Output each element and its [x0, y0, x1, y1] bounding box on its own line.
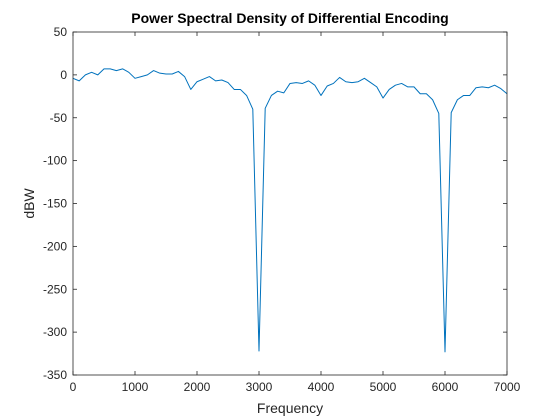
x-tick-label-4000: 4000 — [308, 380, 335, 394]
y-tick-label--350: -350 — [43, 368, 67, 382]
y-tick-label--50: -50 — [50, 111, 68, 125]
y-tick-label--200: -200 — [43, 239, 67, 253]
y-tick-label--300: -300 — [43, 325, 67, 339]
chart-title: Power Spectral Density of Differential E… — [131, 10, 448, 26]
plot-area — [73, 32, 507, 375]
x-tick-label-3000: 3000 — [246, 380, 273, 394]
x-tick-label-5000: 5000 — [370, 380, 397, 394]
x-tick-label-6000: 6000 — [432, 380, 459, 394]
x-tick-label-1000: 1000 — [122, 380, 149, 394]
series-line-0 — [72, 68, 508, 353]
y-axis-label: dBW — [21, 188, 37, 219]
y-tick-label--100: -100 — [43, 154, 67, 168]
x-axis-label: Frequency — [257, 400, 323, 416]
axes-layer: 0 1000 2000 3000 4000 5000 6000 7000 50 0 -50 -100 -… — [43, 25, 521, 394]
y-tick-label--150: -150 — [43, 197, 67, 211]
x-tick-label-7000: 7000 — [494, 380, 521, 394]
y-tick-label-0: 0 — [60, 68, 67, 82]
series-layer — [72, 68, 508, 353]
y-tick-label-50: 50 — [54, 25, 68, 39]
x-tick-label-2000: 2000 — [184, 380, 211, 394]
x-tick-label-0: 0 — [70, 380, 77, 394]
y-tick-label--250: -250 — [43, 282, 67, 296]
